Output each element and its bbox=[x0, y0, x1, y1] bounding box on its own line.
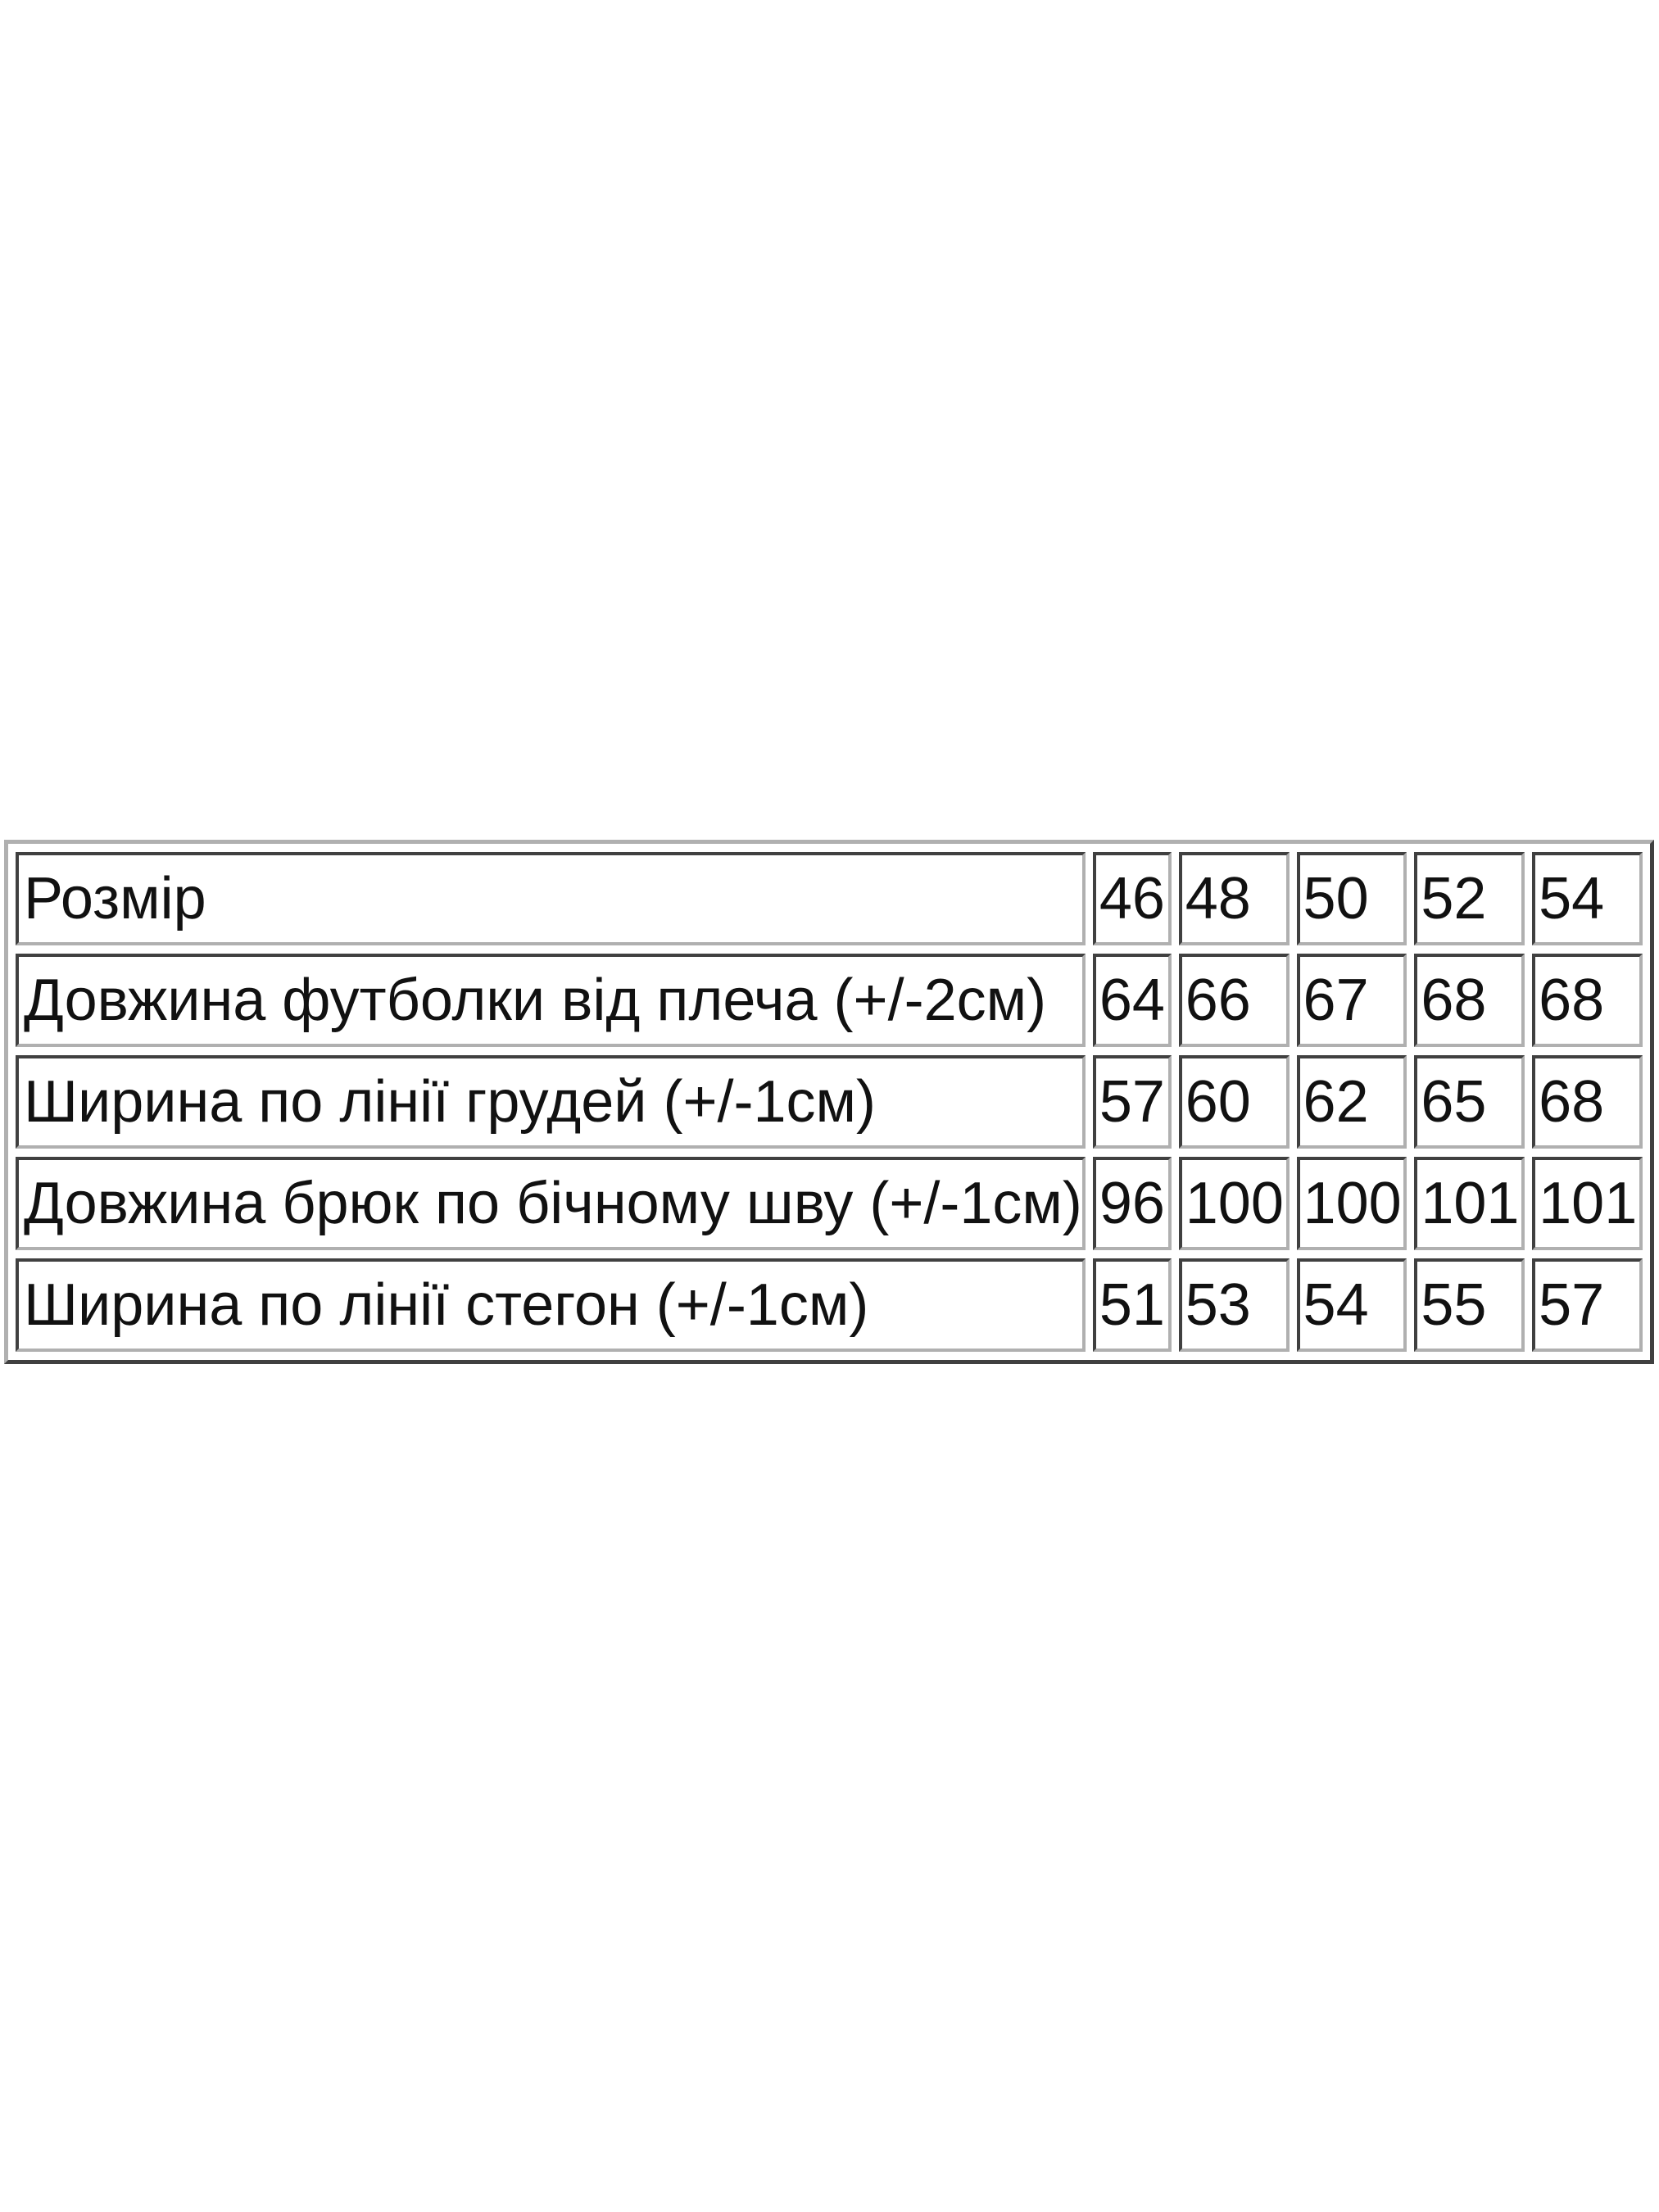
measurement-cell: 101 bbox=[1414, 1157, 1525, 1250]
size-header-cell: 46 bbox=[1092, 852, 1172, 945]
row-label: Довжина брюк по бічному шву (+/-1см) bbox=[16, 1157, 1086, 1250]
row-label: Ширина по лінії стегон (+/-1см) bbox=[16, 1258, 1086, 1352]
table-row: Довжина футболки від плеча (+/-2см) 64 66 6… bbox=[16, 954, 1643, 1047]
measurement-cell: 66 bbox=[1178, 954, 1290, 1047]
measurement-cell: 57 bbox=[1532, 1258, 1643, 1352]
measurement-cell: 60 bbox=[1178, 1055, 1290, 1149]
table-row: Ширина по лінії стегон (+/-1см) 51 53 54 55 5… bbox=[16, 1258, 1643, 1352]
measurement-cell: 68 bbox=[1532, 1055, 1643, 1149]
size-header-cell: 52 bbox=[1414, 852, 1525, 945]
size-header-cell: 50 bbox=[1296, 852, 1407, 945]
measurement-cell: 68 bbox=[1414, 954, 1525, 1047]
measurement-cell: 68 bbox=[1532, 954, 1643, 1047]
table-row: Ширина по лінії грудей (+/-1см) 57 60 62 65 6… bbox=[16, 1055, 1643, 1149]
measurement-cell: 67 bbox=[1296, 954, 1407, 1047]
size-header-cell: 54 bbox=[1532, 852, 1643, 945]
row-label: Ширина по лінії грудей (+/-1см) bbox=[16, 1055, 1086, 1149]
measurement-cell: 62 bbox=[1296, 1055, 1407, 1149]
measurement-cell: 64 bbox=[1092, 954, 1172, 1047]
measurement-cell: 53 bbox=[1178, 1258, 1290, 1352]
size-chart-table: Розмір 46 48 50 52 54 Довжина футболки від пле… bbox=[4, 840, 1654, 1364]
measurement-cell: 51 bbox=[1092, 1258, 1172, 1352]
header-row: Розмір 46 48 50 52 54 bbox=[16, 852, 1643, 945]
measurement-cell: 96 bbox=[1092, 1157, 1172, 1250]
measurement-cell: 57 bbox=[1092, 1055, 1172, 1149]
measurement-cell: 54 bbox=[1296, 1258, 1407, 1352]
measurement-cell: 100 bbox=[1296, 1157, 1407, 1250]
measurement-cell: 55 bbox=[1414, 1258, 1525, 1352]
row-label: Розмір bbox=[16, 852, 1086, 945]
measurement-cell: 65 bbox=[1414, 1055, 1525, 1149]
row-label: Довжина футболки від плеча (+/-2см) bbox=[16, 954, 1086, 1047]
table-row: Довжина брюк по бічному шву (+/-1см) 96 10… bbox=[16, 1157, 1643, 1250]
size-header-cell: 48 bbox=[1178, 852, 1290, 945]
measurement-cell: 101 bbox=[1532, 1157, 1643, 1250]
measurement-cell: 100 bbox=[1178, 1157, 1290, 1250]
